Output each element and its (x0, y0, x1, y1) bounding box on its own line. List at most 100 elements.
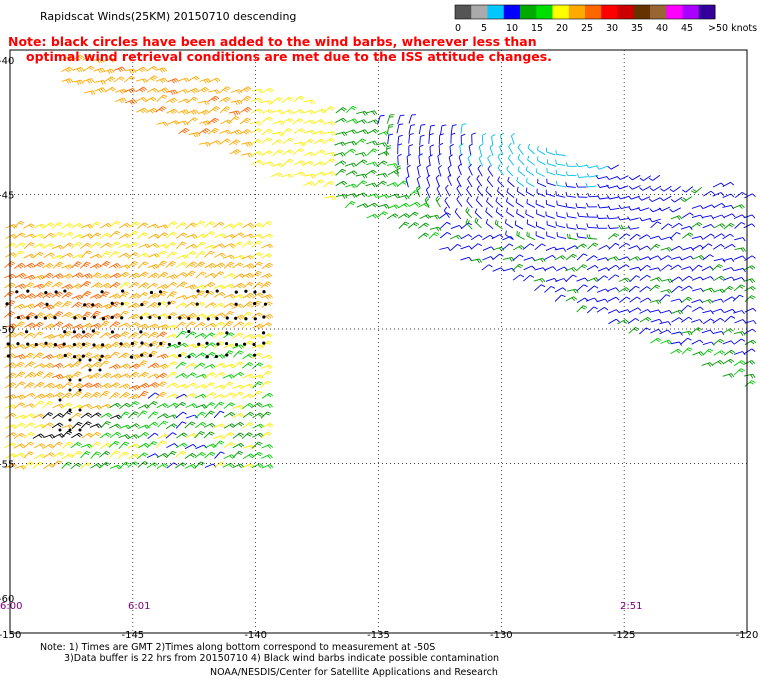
wind-barb (356, 110, 368, 116)
wind-barb (100, 442, 112, 449)
wind-barb (637, 207, 650, 212)
wind-barb (536, 168, 545, 177)
latitude-label: -55 (0, 460, 14, 471)
wind-barb (203, 431, 215, 439)
wind-barb (356, 159, 368, 166)
wind-barb (497, 153, 503, 165)
wind-barb (42, 362, 54, 369)
wind-barb (204, 410, 215, 419)
latitude-label: -60 (0, 594, 14, 605)
wind-barb (13, 220, 25, 229)
wind-barb (691, 319, 703, 324)
wind-barb (713, 223, 726, 229)
colorbar-swatch (601, 5, 618, 19)
wind-barb (184, 393, 197, 398)
wind-barb (691, 205, 704, 210)
wind-barb (313, 179, 325, 187)
wind-barb (629, 233, 641, 241)
colorbar-label: 40 (656, 23, 668, 34)
wind-barb (314, 149, 326, 156)
wind-barb (495, 207, 504, 218)
wind-barb (428, 232, 440, 240)
wind-barb (681, 285, 693, 292)
wind-barb (743, 265, 756, 271)
wind-barb (113, 76, 125, 83)
wind-barb (109, 382, 121, 389)
wind-barb (185, 343, 197, 349)
wind-barb (261, 150, 273, 157)
wind-barb (186, 96, 199, 104)
wind-barb (517, 143, 524, 155)
wind-barb (165, 312, 177, 319)
colorbar-label: 30 (606, 23, 618, 34)
wind-barb (734, 319, 747, 324)
wind-barb (722, 204, 734, 210)
wind-barb (223, 243, 236, 248)
wind-barb (242, 373, 254, 379)
wind-barb (506, 207, 515, 218)
wind-barb (586, 223, 598, 229)
wind-barb (586, 202, 598, 208)
wind-barb (42, 372, 54, 379)
wind-barb (175, 272, 188, 278)
wind-barb (407, 222, 420, 229)
wind-barb (680, 196, 693, 202)
wind-barb (61, 66, 73, 73)
wind-barb (251, 159, 264, 165)
wind-barb (71, 272, 84, 279)
wind-barb (204, 332, 216, 339)
wind-barb (100, 412, 112, 418)
wind-barb (482, 234, 494, 241)
wind-barb (156, 463, 169, 469)
wind-barb (42, 263, 54, 269)
wind-barb (682, 255, 694, 261)
wind-barb (494, 219, 503, 230)
wind-barb (733, 276, 745, 281)
wind-barb (118, 342, 130, 349)
wind-barb (109, 282, 121, 289)
wind-barb (526, 177, 535, 188)
wind-barb (474, 217, 482, 229)
wind-barb (576, 173, 588, 178)
wind-barb (156, 403, 169, 409)
wind-barb (712, 182, 725, 188)
wind-barb (505, 230, 514, 240)
wind-barb (649, 243, 661, 251)
wind-barb (241, 152, 253, 158)
wind-barb (72, 79, 84, 85)
wind-barb (118, 243, 131, 249)
latitude-tick-labels: -40 -45 -50 -55 -60 (0, 56, 14, 605)
colorbar-swatch (568, 5, 586, 19)
wind-barb (108, 351, 120, 359)
wind-barb (165, 241, 177, 250)
wind-barb (365, 182, 378, 188)
wind-barb (576, 253, 588, 261)
wind-barb (534, 243, 546, 251)
wind-barb (185, 222, 197, 229)
wind-barb (545, 211, 555, 219)
wind-barb (51, 281, 63, 288)
wind-barb (261, 364, 273, 370)
wind-barb (323, 106, 335, 113)
wind-barb (303, 99, 315, 105)
wind-barb (214, 362, 226, 368)
wind-barb (408, 133, 414, 144)
wind-barb (213, 321, 225, 328)
wind-barb (214, 252, 226, 258)
wind-barb (178, 128, 190, 135)
wind-barb (439, 246, 451, 252)
wind-barb (33, 370, 45, 378)
wind-barb (670, 256, 683, 261)
colorbar-swatch (698, 5, 716, 19)
wind-barb (713, 288, 726, 294)
wind-barb (213, 302, 225, 309)
wind-barb (426, 174, 431, 187)
colorbar-label: 10 (506, 23, 518, 34)
wind-barb (233, 321, 245, 328)
wind-barb (616, 175, 629, 180)
wind-barb (89, 221, 101, 229)
wind-barb (176, 120, 189, 126)
contamination-circle (91, 329, 95, 333)
wind-barb (135, 86, 148, 93)
wind-barb (128, 322, 141, 328)
